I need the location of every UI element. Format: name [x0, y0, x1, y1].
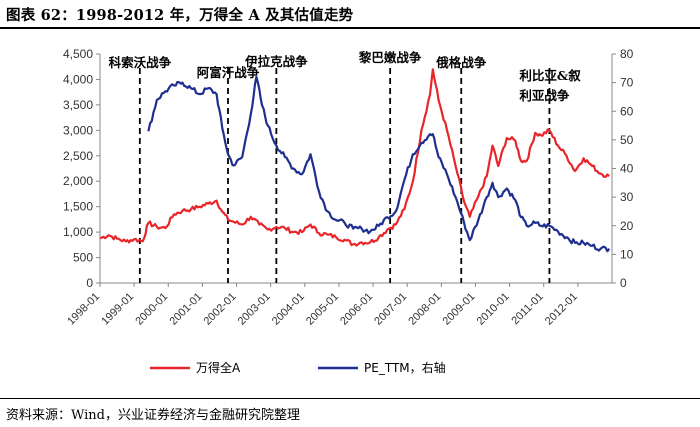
- right-tick-label: 20: [620, 219, 634, 233]
- event-label: 伊拉克战争: [244, 54, 308, 69]
- event-label: 俄格战争: [435, 55, 487, 70]
- right-tick-label: 50: [620, 133, 634, 147]
- right-tick-label: 30: [620, 190, 634, 204]
- left-tick-label: 1,000: [63, 225, 93, 239]
- left-y-axis: 0 500 1,000 1,500 2,000 2,500 3,000 3,500 4,000 4…: [63, 47, 101, 290]
- event-label: 黎巴嫩战争: [359, 50, 422, 65]
- series-line-pe-ttm: [147, 75, 611, 253]
- event-label: 利比亚&叙利亚战争: [519, 68, 581, 103]
- legend-label-wind-a: 万得全A: [196, 360, 241, 375]
- source-note: 资料来源：Wind，兴业证券经济与金融研究院整理: [6, 408, 300, 423]
- left-tick-label: 2,000: [63, 174, 93, 188]
- event-label-line: 利比亚&叙: [519, 68, 581, 83]
- right-tick-label: 70: [620, 76, 634, 90]
- x-tick-label: 1999-01: [99, 291, 136, 328]
- x-tick-label: 2009-01: [441, 291, 478, 328]
- x-tick-label: 2012-01: [543, 291, 580, 328]
- left-tick-label: 500: [73, 251, 93, 265]
- left-tick-label: 4,000: [63, 72, 93, 86]
- x-tick-label: 2005-01: [304, 291, 341, 328]
- right-tick-label: 60: [620, 104, 634, 118]
- x-axis: 1998-011999-012000-012001-012002-012003-…: [65, 282, 612, 328]
- event-label: 阿富汗战争: [197, 65, 260, 80]
- x-tick-label: 1998-01: [65, 291, 102, 328]
- right-tick-label: 0: [620, 276, 627, 290]
- x-tick-label: 2011-01: [509, 291, 545, 327]
- legend-label-pe-ttm: PE_TTM，右轴: [364, 360, 446, 375]
- x-tick-label: 2007-01: [372, 291, 409, 328]
- left-tick-label: 3,000: [63, 123, 93, 137]
- x-tick-label: 2002-01: [202, 291, 239, 328]
- x-tick-label: 2006-01: [338, 291, 375, 328]
- x-tick-label: 2000-01: [133, 291, 170, 328]
- chart-title: 图表 62：1998-2012 年，万得全 A 及其估值走势: [6, 7, 354, 24]
- left-tick-label: 1,500: [63, 200, 93, 214]
- x-tick-label: 2010-01: [475, 291, 512, 328]
- right-y-axis: 0 10 20 30 40 50 60 70 80: [611, 47, 634, 290]
- right-tick-label: 40: [620, 162, 634, 176]
- legend: 万得全A PE_TTM，右轴: [150, 360, 446, 375]
- left-tick-label: 3,500: [63, 98, 93, 112]
- x-tick-label: 2001-01: [167, 291, 204, 328]
- series-line-wind-a: [99, 68, 610, 247]
- footer-divider: [0, 398, 700, 399]
- left-tick-label: 2,500: [63, 149, 93, 163]
- x-tick-label: 2008-01: [406, 291, 443, 328]
- left-tick-label: 4,500: [63, 47, 93, 61]
- event-label: 科索沃战争: [109, 55, 172, 70]
- right-tick-label: 80: [620, 47, 634, 61]
- x-tick-label: 2004-01: [270, 291, 307, 328]
- event-label-line: 利亚战争: [519, 88, 570, 103]
- line-chart: 05001,0001,5002,0002,5003,0003,5004,0004…: [63, 47, 634, 375]
- right-tick-label: 10: [620, 247, 634, 261]
- title-divider: [0, 27, 700, 29]
- left-tick-label: 0: [86, 276, 93, 290]
- x-tick-label: 2003-01: [236, 291, 273, 328]
- series-lines: [99, 68, 611, 253]
